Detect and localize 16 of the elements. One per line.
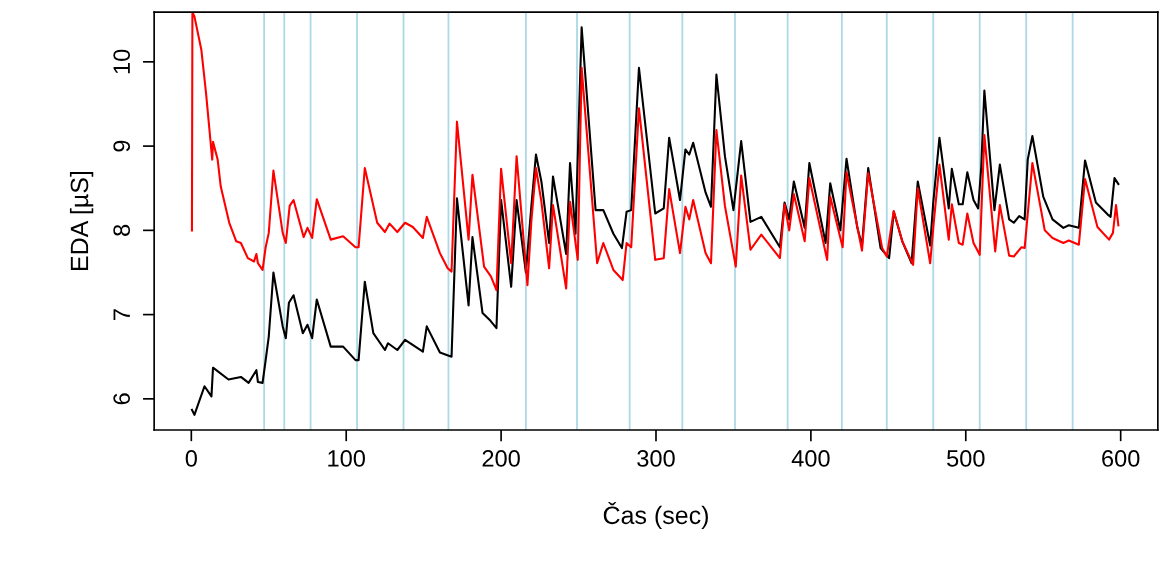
x-axis-title: Čas (sec) bbox=[603, 502, 708, 530]
x-tick-label: 0 bbox=[185, 450, 197, 467]
y-tick-label: 6 bbox=[113, 393, 131, 405]
x-tick-label: 600 bbox=[1102, 450, 1140, 467]
y-axis-title: EDA [µS] bbox=[69, 171, 94, 271]
y-tick-label: 8 bbox=[113, 224, 131, 236]
line-series bbox=[190, 12, 1120, 292]
line-series bbox=[190, 26, 1120, 416]
y-tick-label: 7 bbox=[113, 309, 130, 320]
x-tick-label: 500 bbox=[947, 450, 985, 467]
x-tick-label: 200 bbox=[482, 450, 520, 467]
x-tick-label: 400 bbox=[791, 450, 830, 467]
y-tick-label: 10 bbox=[113, 49, 131, 74]
y-tick-label: 9 bbox=[113, 140, 131, 152]
x-tick-label: 300 bbox=[637, 450, 675, 467]
x-tick-label: 100 bbox=[328, 450, 365, 467]
